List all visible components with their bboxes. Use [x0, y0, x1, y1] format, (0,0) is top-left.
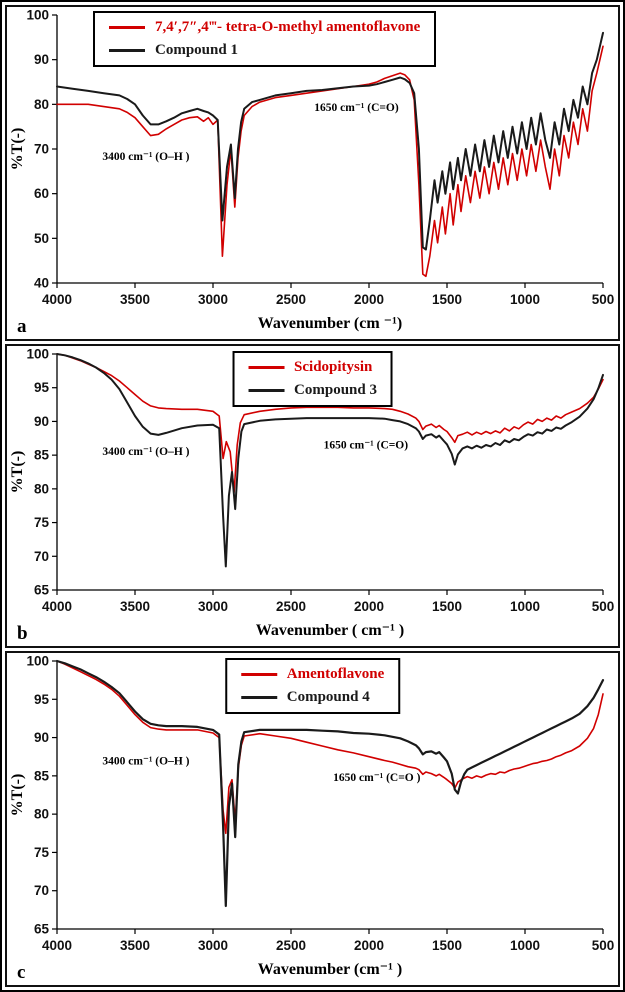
y-tick-label: 95 — [34, 692, 50, 707]
spectrum-plot-c: 65 70 75 80 85 90 95 100 4000 3500 3000 2500 2000 150… — [9, 654, 615, 979]
y-tick-label: 65 — [34, 922, 50, 937]
x-tick-label: 4000 — [42, 292, 72, 307]
x-tick-label: 4000 — [42, 599, 72, 614]
annotation: 3400 cm⁻¹ (O–H ) — [102, 755, 189, 767]
series-line-black — [56, 353, 604, 568]
chart-canvas-c: 65 70 75 80 85 90 95 100 4000 3500 3000 2500 2000 150… — [7, 653, 618, 985]
chart-canvas-b: 65 70 75 80 85 90 95 100 4000 3500 3000 2500 2000 150… — [7, 346, 618, 646]
annotation: 1650 cm⁻¹ (C=O) — [314, 102, 399, 114]
annotation: 3400 cm⁻¹ (O–H ) — [102, 151, 189, 163]
chart-canvas-a: 40 50 60 70 80 90 100 4000 3500 3000 2500 2000 1500 1… — [7, 7, 618, 339]
y-tick-label: 100 — [26, 654, 49, 669]
legend-item: 7,4′,7″,4‴- tetra-O-methyl amentoflavone — [109, 18, 420, 37]
x-tick-label: 2500 — [276, 938, 306, 953]
spectrum-panel-b: 65 70 75 80 85 90 95 100 4000 3500 3000 2500 2000 150… — [5, 344, 620, 648]
legend-item: Compound 1 — [109, 41, 420, 60]
x-tick-label: 1000 — [510, 599, 540, 614]
x-tick-label: 1500 — [432, 938, 462, 953]
legend-item: Compound 4 — [240, 688, 385, 707]
y-axis-title: %T(-) — [9, 128, 26, 171]
legend-label: Compound 4 — [286, 688, 370, 705]
panel-letter-c: c — [17, 962, 26, 983]
y-tick-label: 40 — [34, 276, 49, 291]
y-tick-label: 85 — [34, 448, 50, 463]
series-line-black — [55, 659, 605, 908]
y-tick-label: 70 — [34, 883, 49, 898]
y-tick-label: 70 — [34, 142, 49, 157]
annotation: 3400 cm⁻¹ (O–H ) — [102, 446, 189, 458]
y-tick-label: 80 — [34, 97, 49, 112]
x-tick-label: 500 — [592, 599, 615, 614]
series-line-red — [56, 45, 604, 278]
y-tick-label: 80 — [34, 807, 49, 822]
panel-letter-b: b — [17, 623, 28, 644]
legend-item: Amentoflavone — [240, 665, 385, 684]
x-tick-label: 3500 — [120, 292, 150, 307]
legend-item: Scidopitysin — [248, 358, 377, 377]
y-tick-label: 95 — [34, 380, 50, 395]
legend-label: Scidopitysin — [294, 359, 373, 375]
y-axis-title: %T(-) — [9, 774, 26, 817]
legend-label: Compound 1 — [155, 41, 238, 58]
x-tick-label: 2500 — [276, 292, 306, 307]
legend-a: 7,4′,7″,4‴- tetra-O-methyl amentoflavone… — [93, 11, 437, 67]
y-tick-label: 100 — [26, 8, 49, 23]
legend-line-black — [109, 48, 145, 52]
x-axis-title: Wavenumber (cm ⁻¹) — [258, 315, 402, 332]
y-tick-label: 90 — [34, 414, 49, 429]
series-line-red — [56, 353, 604, 493]
legend-label: Amentoflavone — [286, 666, 385, 682]
y-tick-label: 75 — [34, 845, 50, 860]
legend-c: Amentoflavone Compound 4 — [224, 658, 401, 714]
x-tick-label: 1000 — [510, 292, 540, 307]
legend-line-black — [240, 695, 277, 699]
legend-line-red — [240, 672, 277, 676]
spectrum-plot-b: 65 70 75 80 85 90 95 100 4000 3500 3000 2500 2000 150… — [9, 347, 615, 640]
legend-label: Compound 3 — [294, 381, 377, 398]
y-tick-label: 90 — [34, 730, 49, 745]
y-tick-label: 60 — [34, 186, 49, 201]
x-tick-label: 3000 — [198, 938, 228, 953]
y-axis-title: %T(-) — [9, 451, 26, 494]
annotation: 1650 cm⁻¹ (C=O ) — [333, 772, 420, 784]
x-tick-label: 2000 — [354, 599, 384, 614]
y-tick-label: 70 — [34, 549, 49, 564]
legend-line-red — [248, 365, 285, 369]
x-tick-label: 3000 — [198, 599, 228, 614]
spectrum-panel-c: 65 70 75 80 85 90 95 100 4000 3500 3000 2500 2000 150… — [5, 651, 620, 987]
series-line-black — [56, 31, 604, 251]
x-tick-label: 3500 — [120, 599, 150, 614]
x-tick-label: 500 — [592, 292, 615, 307]
series-line-red — [56, 660, 604, 835]
y-tick-label: 75 — [34, 515, 50, 530]
x-tick-label: 1500 — [432, 292, 462, 307]
spectrum-plot-a: 40 50 60 70 80 90 100 4000 3500 3000 2500 2000 1500 1… — [9, 8, 615, 333]
x-tick-label: 500 — [592, 938, 615, 953]
legend-line-red — [109, 25, 145, 29]
y-tick-label: 85 — [34, 768, 50, 783]
legend-line-black — [248, 388, 285, 392]
annotation: 1650 cm⁻¹ (C=O) — [324, 439, 409, 451]
x-tick-label: 4000 — [42, 938, 72, 953]
panel-letter-a: a — [17, 316, 27, 337]
x-tick-label: 2000 — [354, 292, 384, 307]
x-tick-label: 3500 — [120, 938, 150, 953]
y-tick-label: 100 — [26, 347, 49, 362]
x-tick-label: 1000 — [510, 938, 540, 953]
x-tick-label: 1500 — [432, 599, 462, 614]
legend-b: Scidopitysin Compound 3 — [232, 351, 393, 407]
legend-item: Compound 3 — [248, 381, 377, 400]
y-tick-label: 50 — [34, 231, 49, 246]
x-axis-title: Wavenumber (cm⁻¹ ) — [258, 961, 402, 978]
x-tick-label: 2500 — [276, 599, 306, 614]
x-tick-label: 2000 — [354, 938, 384, 953]
y-tick-label: 90 — [34, 52, 49, 67]
x-axis-title: Wavenumber ( cm⁻¹ ) — [256, 622, 404, 639]
spectrum-panel-a: 40 50 60 70 80 90 100 4000 3500 3000 2500 2000 1500 1… — [5, 5, 620, 341]
y-tick-label: 80 — [34, 481, 49, 496]
y-tick-label: 65 — [34, 583, 50, 598]
legend-label: 7,4′,7″,4‴- tetra-O-methyl amentoflavone — [155, 19, 421, 35]
x-tick-label: 3000 — [198, 292, 228, 307]
